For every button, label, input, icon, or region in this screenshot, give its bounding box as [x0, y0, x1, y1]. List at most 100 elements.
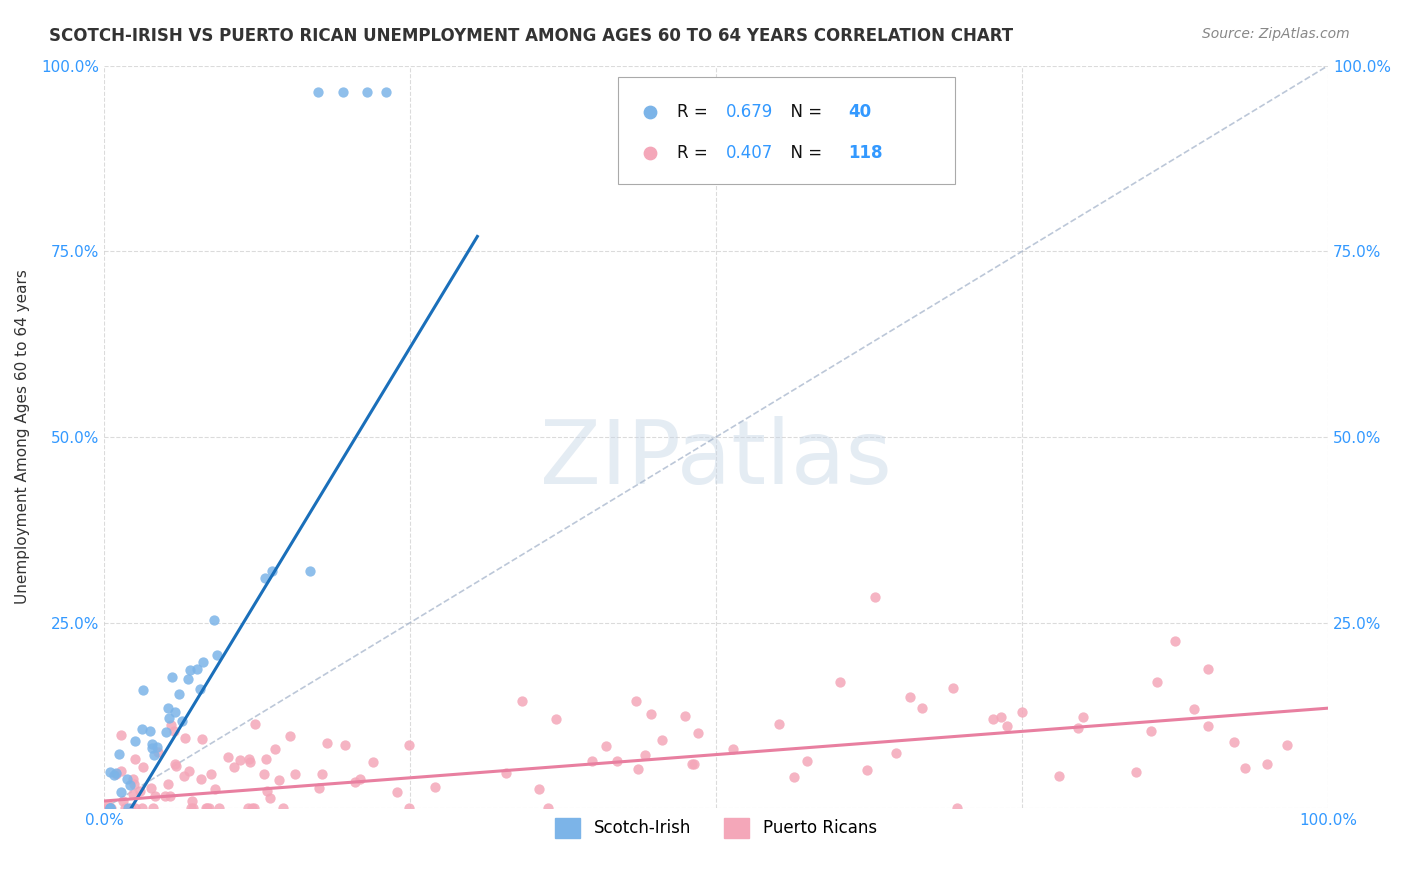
Point [307, 85, 329, 99]
Point [537, 801, 560, 815]
Point [160, 718, 183, 732]
Point [256, 784, 278, 798]
Text: ZIPatlas: ZIPatlas [540, 416, 891, 503]
Point [721, 742, 744, 756]
Point [112, 794, 135, 808]
Point [651, 732, 673, 747]
Point [122, 788, 145, 802]
Point [945, 801, 967, 815]
Text: 0.679: 0.679 [725, 103, 773, 121]
Point [398, 801, 420, 815]
Point [122, 777, 145, 791]
Point [627, 762, 650, 776]
Point [995, 719, 1018, 733]
Point [163, 724, 186, 739]
Point [222, 760, 245, 774]
Point [205, 648, 228, 662]
Point [131, 801, 153, 815]
Point [188, 681, 211, 696]
Point [546, 712, 568, 726]
Point [115, 772, 138, 786]
Point [581, 754, 603, 768]
Point [595, 739, 617, 754]
Text: Source: ZipAtlas.com: Source: ZipAtlas.com [1202, 27, 1350, 41]
Point [124, 734, 146, 748]
Point [425, 780, 447, 794]
Point [634, 747, 657, 762]
Point [169, 687, 191, 701]
Point [114, 801, 136, 815]
Point [180, 801, 202, 815]
Point [1011, 706, 1033, 720]
Point [1125, 765, 1147, 780]
Point [108, 747, 131, 762]
Point [299, 564, 322, 578]
Point [673, 709, 696, 723]
Point [97, 801, 120, 815]
Point [796, 754, 818, 768]
Text: R =: R = [676, 144, 713, 161]
Point [254, 571, 277, 585]
Point [529, 782, 551, 797]
Point [96, 797, 118, 812]
Point [898, 690, 921, 705]
Point [884, 746, 907, 760]
Point [686, 726, 709, 740]
Point [156, 701, 179, 715]
Text: 0.407: 0.407 [725, 144, 773, 161]
Point [124, 801, 146, 815]
Point [173, 731, 195, 745]
Point [1182, 702, 1205, 716]
Point [110, 764, 132, 778]
Point [510, 694, 533, 708]
Point [259, 791, 281, 805]
Point [238, 751, 260, 765]
Point [332, 85, 354, 99]
Point [141, 741, 163, 756]
Point [142, 801, 165, 815]
Point [121, 772, 143, 786]
Point [243, 717, 266, 731]
Point [1146, 674, 1168, 689]
Point [1197, 718, 1219, 732]
Point [1164, 634, 1187, 648]
Point [606, 754, 628, 768]
Point [316, 736, 339, 750]
Point [148, 745, 170, 759]
Point [98, 801, 121, 815]
Point [181, 801, 204, 815]
Point [1256, 757, 1278, 772]
Point [190, 731, 212, 746]
Point [145, 739, 167, 754]
Text: 118: 118 [848, 144, 883, 161]
Point [98, 801, 121, 815]
Point [194, 801, 217, 815]
Point [120, 800, 142, 814]
Point [132, 682, 155, 697]
Point [278, 729, 301, 743]
Point [179, 663, 201, 677]
Point [1233, 761, 1256, 775]
Point [145, 789, 167, 804]
Point [200, 766, 222, 780]
Point [333, 738, 356, 752]
Text: N =: N = [780, 103, 827, 121]
Point [110, 728, 132, 742]
Point [98, 801, 121, 815]
Point [1067, 721, 1090, 735]
Point [271, 801, 294, 815]
Point [356, 85, 378, 99]
FancyBboxPatch shape [619, 77, 955, 185]
Point [284, 766, 307, 780]
Point [495, 765, 517, 780]
Point [239, 755, 262, 769]
Point [180, 794, 202, 808]
Point [129, 784, 152, 798]
Point [131, 723, 153, 737]
Legend: Scotch-Irish, Puerto Ricans: Scotch-Irish, Puerto Ricans [548, 811, 883, 845]
Point [1197, 662, 1219, 676]
Point [105, 766, 128, 780]
Point [1073, 710, 1095, 724]
Point [179, 764, 201, 779]
Point [1223, 735, 1246, 749]
